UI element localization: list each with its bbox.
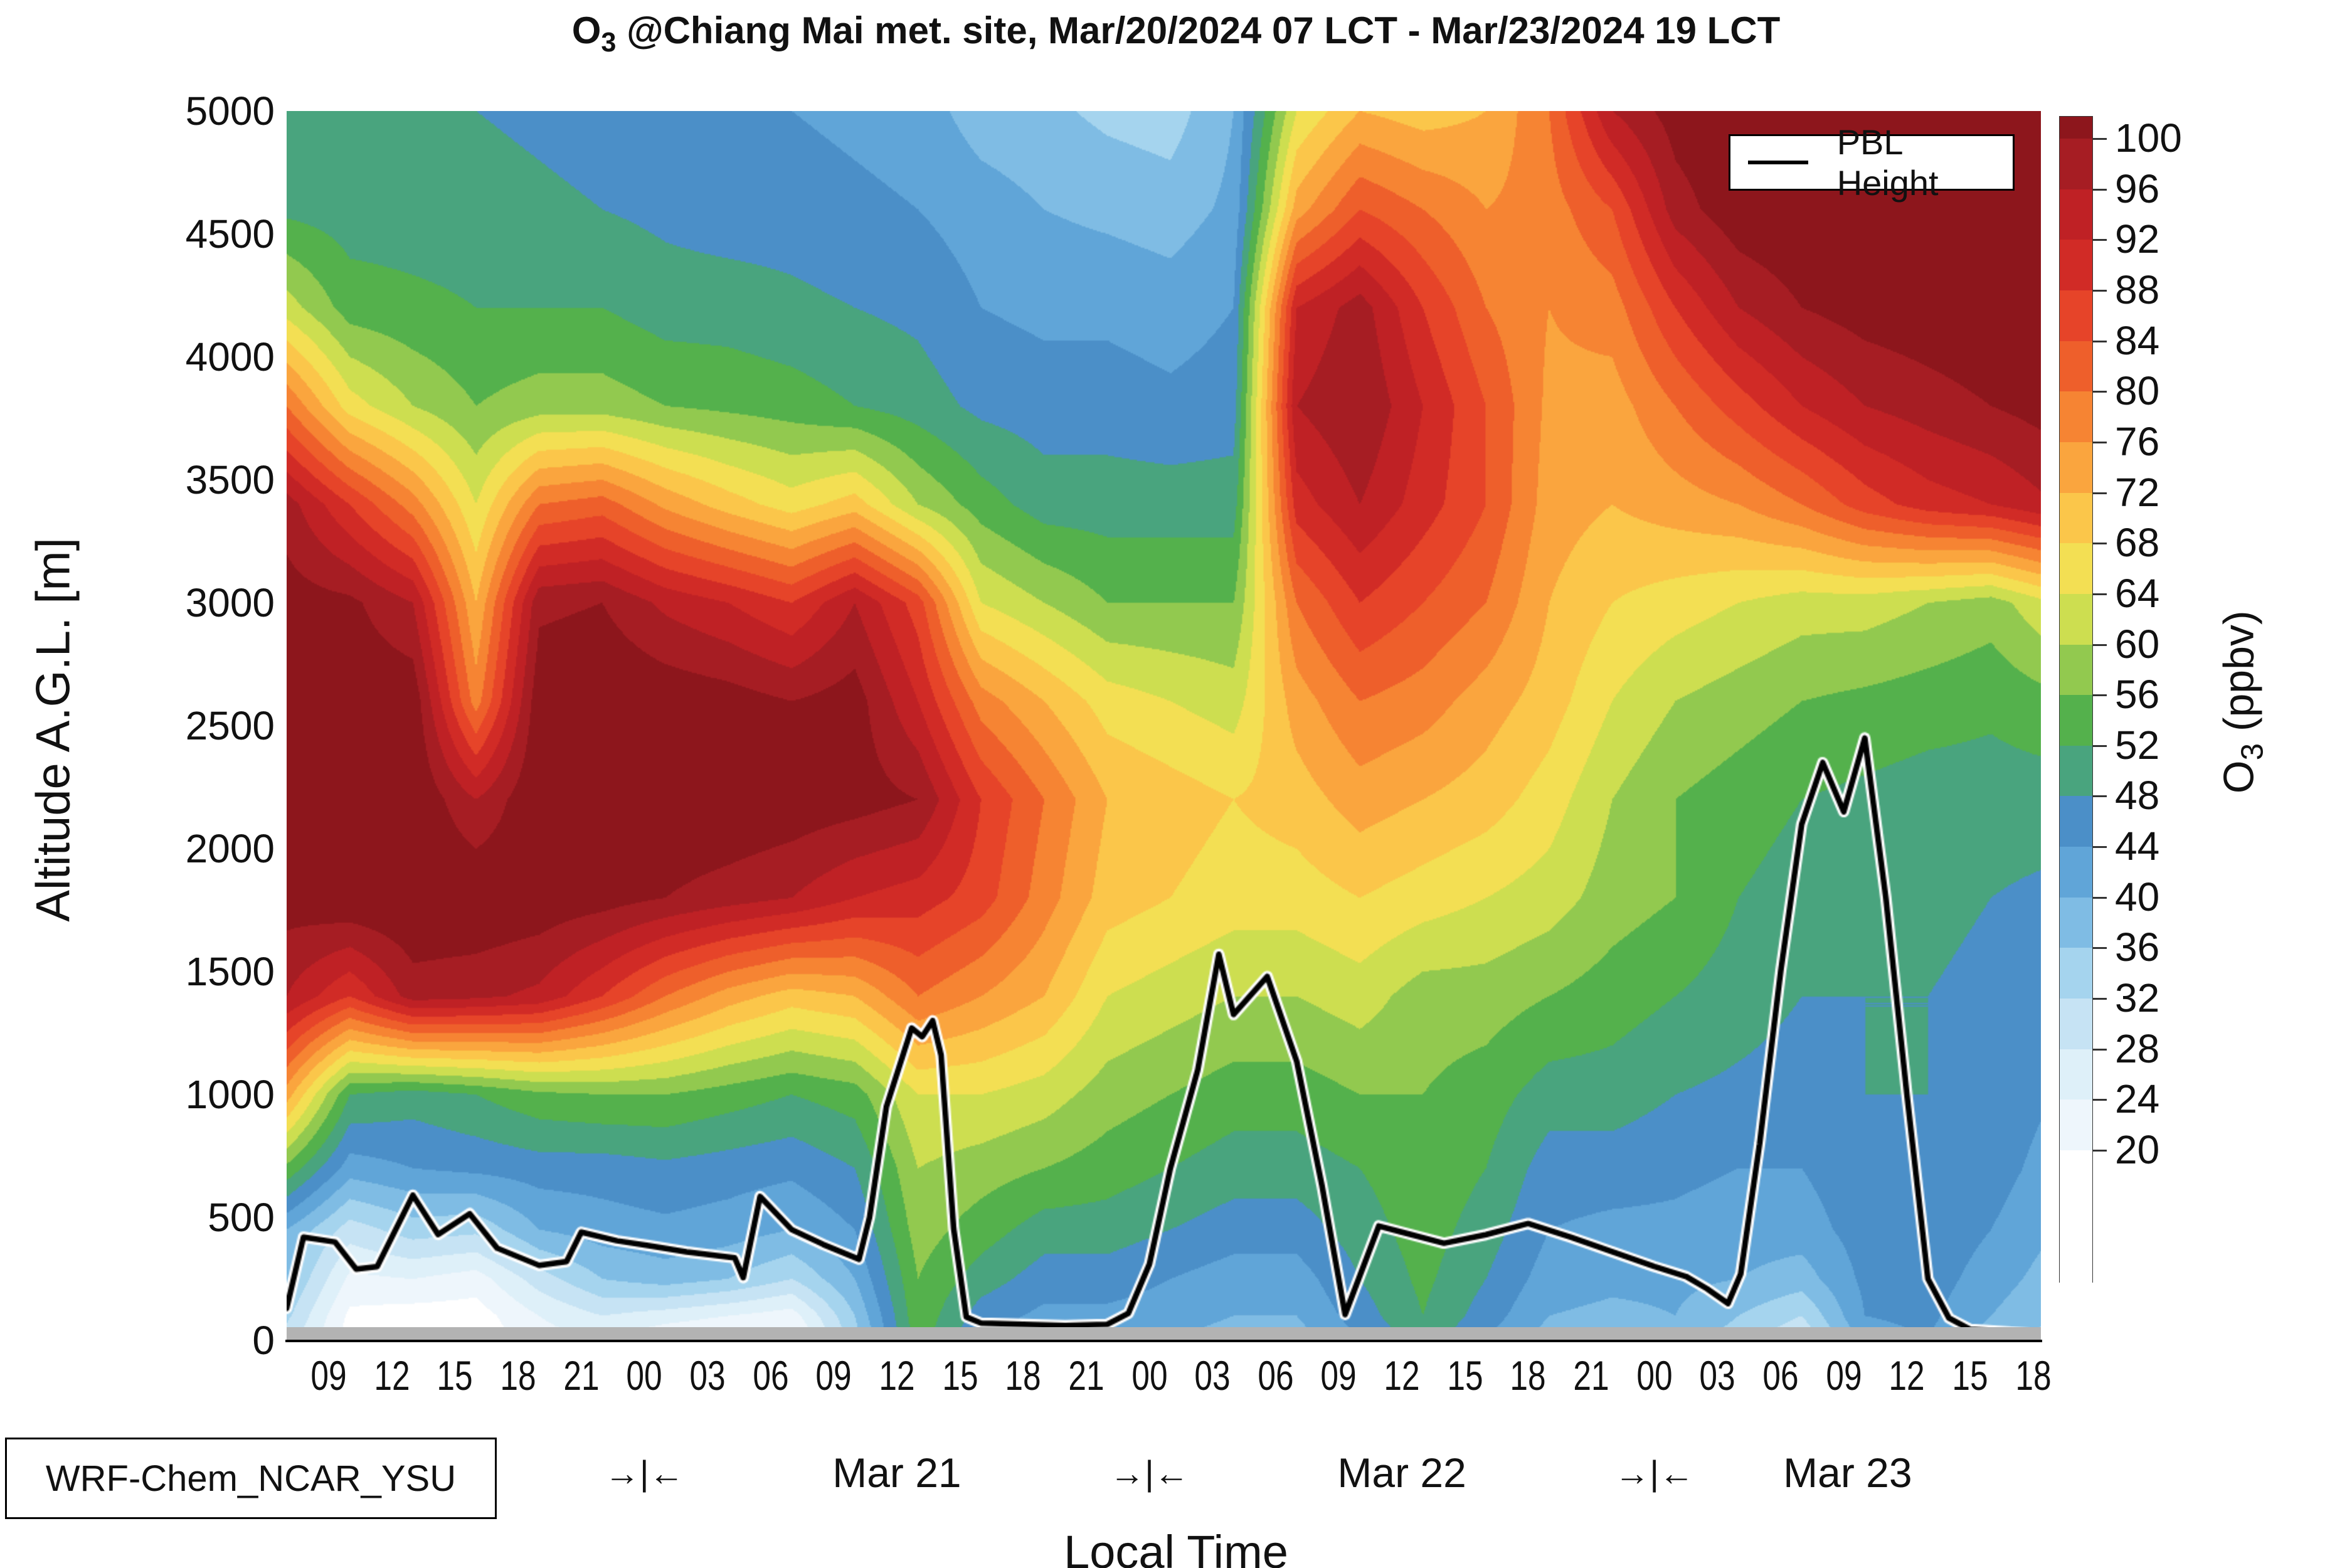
colorbar-tick xyxy=(2093,441,2107,443)
colorbar-band xyxy=(2060,341,2092,392)
colorbar-tick xyxy=(2093,391,2107,393)
colorbar-band xyxy=(2060,290,2092,342)
colorbar-band xyxy=(2060,189,2092,240)
colorbar-tick xyxy=(2093,492,2107,494)
x-tick-label: 03 xyxy=(1699,1352,1735,1399)
x-tick-label: 18 xyxy=(1510,1352,1547,1399)
colorbar-band xyxy=(2060,1049,2092,1100)
colorbar-title-element: O xyxy=(2215,760,2263,794)
x-tick-label: 18 xyxy=(1005,1352,1041,1399)
legend-label: PBL Height xyxy=(1836,122,1939,203)
colorbar-tick xyxy=(2093,543,2107,545)
colorbar-tick xyxy=(2093,239,2107,241)
colorbar-band xyxy=(2060,240,2092,291)
x-tick-label: 12 xyxy=(879,1352,915,1399)
colorbar-tick xyxy=(2093,744,2107,747)
day-boundary-marker: →|← xyxy=(1110,1453,1189,1493)
page-title: O3 @Chiang Mai met. site, Mar/20/2024 07… xyxy=(0,9,2352,58)
colorbar-band xyxy=(2060,796,2092,847)
x-axis-title: Local Time xyxy=(1064,1526,1288,1568)
x-tick-label: 12 xyxy=(374,1352,410,1399)
colorbar-tick xyxy=(2093,289,2107,292)
colorbar-tick xyxy=(2093,138,2107,140)
colorbar-tick xyxy=(2093,1150,2107,1152)
colorbar-band xyxy=(2060,442,2092,494)
x-tick-label: 09 xyxy=(1826,1352,1862,1399)
x-tick-label: 09 xyxy=(1320,1352,1357,1399)
colorbar-tick xyxy=(2093,1048,2107,1051)
colorbar-band xyxy=(2060,543,2092,595)
x-tick-label: 03 xyxy=(689,1352,726,1399)
colorbar-band xyxy=(2060,847,2092,898)
day-boundary-marker: →|← xyxy=(1614,1453,1694,1493)
x-tick-label: 06 xyxy=(1258,1352,1294,1399)
x-tick-label: 00 xyxy=(1131,1352,1168,1399)
x-tick-label: 15 xyxy=(1447,1352,1483,1399)
colorbar-band xyxy=(2060,139,2092,190)
colorbar-tick xyxy=(2093,340,2107,342)
day-label: Mar 21 xyxy=(832,1449,961,1496)
surface-gray-bar xyxy=(287,1327,2041,1340)
colorbar-tick xyxy=(2093,795,2107,798)
x-tick-label: 03 xyxy=(1194,1352,1231,1399)
model-annotation-box: WRF-Chem_NCAR_YSU xyxy=(5,1438,497,1519)
x-axis-line xyxy=(285,1340,2042,1342)
x-tick-label: 21 xyxy=(1068,1352,1104,1399)
x-tick-label: 12 xyxy=(1384,1352,1420,1399)
colorbar-tick xyxy=(2093,896,2107,899)
colorbar-band xyxy=(2060,695,2092,746)
colorbar-title-subscript: 3 xyxy=(2235,743,2270,761)
colorbar-band xyxy=(2060,644,2092,696)
x-tick-label: 12 xyxy=(1888,1352,1925,1399)
model-annotation-text: WRF-Chem_NCAR_YSU xyxy=(45,1458,457,1499)
colorbar-tick xyxy=(2093,694,2107,697)
x-tick-label: 09 xyxy=(815,1352,852,1399)
colorbar-band xyxy=(2060,948,2092,999)
colorbar-tick xyxy=(2093,947,2107,950)
legend: PBL Height xyxy=(1729,122,2015,203)
day-label: Mar 22 xyxy=(1337,1449,1466,1496)
contour-heatmap-canvas xyxy=(287,111,2041,1340)
colorbar-title-rest: (ppbv) xyxy=(2215,610,2263,744)
colorbar-tick xyxy=(2093,846,2107,849)
colorbar-tick xyxy=(2093,998,2107,1000)
colorbar-band xyxy=(2060,117,2092,139)
x-tick-label: 21 xyxy=(1573,1352,1609,1399)
x-tick-label: 18 xyxy=(500,1352,536,1399)
title-rest: @Chiang Mai met. site, Mar/20/2024 07 LC… xyxy=(616,9,1781,51)
colorbar-band xyxy=(2060,391,2092,443)
colorbar-band xyxy=(2060,1150,2092,1284)
colorbar xyxy=(2059,116,2093,1284)
x-tick-label: 15 xyxy=(941,1352,978,1399)
x-tick-label: 00 xyxy=(1636,1352,1673,1399)
day-boundary-marker: →|← xyxy=(605,1453,684,1493)
colorbar-tick xyxy=(2093,644,2107,646)
colorbar-band xyxy=(2060,492,2092,544)
colorbar-band xyxy=(2060,999,2092,1050)
colorbar-tick xyxy=(2093,1099,2107,1101)
title-element: O xyxy=(571,9,601,51)
colorbar-tick xyxy=(2093,593,2107,595)
x-tick-label: 21 xyxy=(563,1352,600,1399)
x-tick-label: 06 xyxy=(1762,1352,1799,1399)
colorbar-band xyxy=(2060,593,2092,645)
legend-line-sample xyxy=(1748,161,1808,164)
x-tick-label: 09 xyxy=(310,1352,347,1399)
x-tick-label: 15 xyxy=(437,1352,474,1399)
colorbar-title: O3 (ppbv) xyxy=(2215,464,2270,940)
x-tick-label: 18 xyxy=(2015,1352,2052,1399)
y-axis-title: Altitude A.G.L. [m] xyxy=(26,538,80,922)
x-tick-label: 06 xyxy=(752,1352,789,1399)
title-subscript: 3 xyxy=(601,28,617,58)
x-tick-label: 15 xyxy=(1952,1352,1988,1399)
colorbar-band xyxy=(2060,1099,2092,1151)
colorbar-band xyxy=(2060,897,2092,948)
colorbar-tick xyxy=(2093,188,2107,191)
x-tick-label: 00 xyxy=(626,1352,662,1399)
colorbar-band xyxy=(2060,745,2092,797)
day-label: Mar 23 xyxy=(1783,1449,1912,1496)
